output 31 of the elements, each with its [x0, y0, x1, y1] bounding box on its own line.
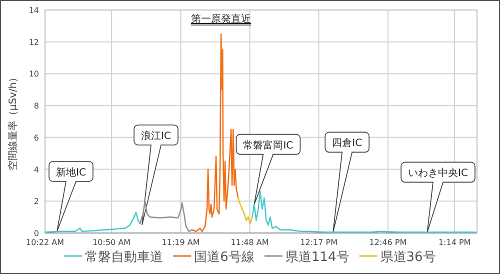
callout: 常磐富岡IC: [236, 134, 301, 205]
x-tick-label: 10:50 AM: [92, 238, 131, 247]
x-tick-label: 11:48 AM: [230, 238, 269, 247]
callout: 浪江IC: [134, 124, 178, 226]
y-axis-title: 空間線量率（μSv/h）: [7, 72, 19, 171]
legend-label: 常磐自動車道: [85, 250, 164, 265]
annotation: いわき中央IC: [408, 167, 468, 180]
x-tick-label: 12:46 PM: [369, 238, 407, 247]
legend-label: 県道36号: [380, 250, 436, 265]
y-tick-label: 2: [34, 197, 39, 206]
annotation: 四倉IC: [332, 137, 362, 150]
x-tick-label: 12:17 PM: [300, 238, 338, 247]
callout: いわき中央IC: [400, 162, 476, 233]
y-tick-label: 6: [34, 133, 39, 142]
annotation: 新地IC: [56, 166, 86, 178]
y-tick-label: 4: [34, 165, 39, 174]
y-tick-label: 14: [28, 6, 39, 15]
y-tick-label: 8: [34, 102, 39, 111]
y-tick-label: 0: [34, 229, 39, 238]
x-tick-label: 1:14 PM: [438, 238, 471, 247]
legend-label: 国道6号線: [194, 250, 254, 265]
annotation: 常磐富岡IC: [243, 139, 294, 152]
callout: 新地IC: [48, 161, 94, 232]
legend-label: 県道114号: [285, 250, 350, 265]
annotation: 浪江IC: [141, 130, 172, 142]
callout: 四倉IC: [324, 132, 370, 233]
x-tick-label: 10:22 AM: [26, 238, 64, 247]
y-tick-label: 10: [28, 70, 39, 79]
y-tick-label: 12: [28, 38, 39, 47]
x-tick-label: 11:19 AM: [162, 238, 200, 247]
chart-title: 第一原発直近: [191, 13, 251, 25]
